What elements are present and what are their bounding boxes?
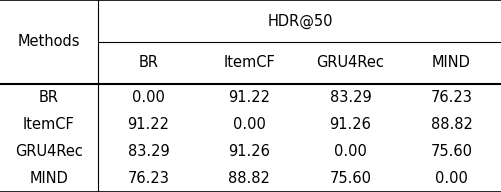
Text: 76.23: 76.23 [430,90,471,105]
Text: 83.29: 83.29 [127,144,169,159]
Text: HDR@50: HDR@50 [267,13,332,29]
Text: 0.00: 0.00 [232,117,266,132]
Text: 75.60: 75.60 [430,144,471,159]
Text: 0.00: 0.00 [434,171,467,186]
Text: GRU4Rec: GRU4Rec [316,55,384,70]
Text: 91.26: 91.26 [228,144,270,159]
Text: MIND: MIND [431,55,470,70]
Text: BR: BR [138,55,158,70]
Text: 88.82: 88.82 [228,171,270,186]
Text: 75.60: 75.60 [329,171,371,186]
Text: 91.22: 91.22 [228,90,270,105]
Text: 88.82: 88.82 [430,117,471,132]
Text: GRU4Rec: GRU4Rec [15,144,83,159]
Text: 0.00: 0.00 [132,90,164,105]
Text: MIND: MIND [30,171,68,186]
Text: 83.29: 83.29 [329,90,371,105]
Text: Methods: Methods [18,34,80,49]
Text: ItemCF: ItemCF [223,55,275,70]
Text: 76.23: 76.23 [127,171,169,186]
Text: 91.26: 91.26 [329,117,371,132]
Text: ItemCF: ItemCF [23,117,75,132]
Text: 0.00: 0.00 [333,144,366,159]
Text: 91.22: 91.22 [127,117,169,132]
Text: BR: BR [39,90,59,105]
